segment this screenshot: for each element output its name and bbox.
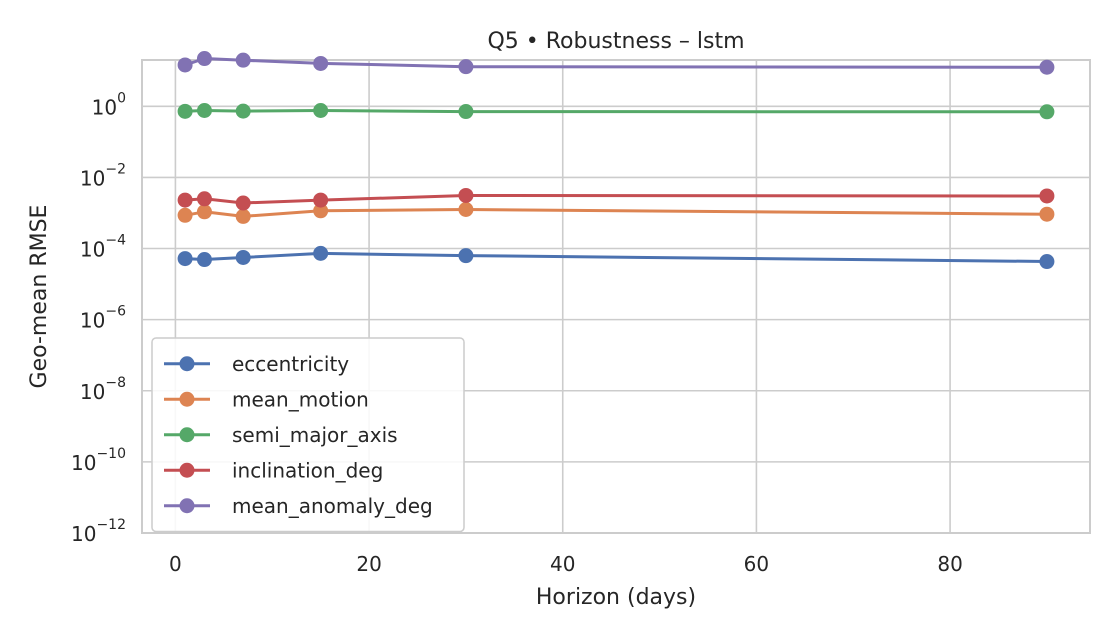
data-point [1039, 59, 1055, 75]
y-tick-label: 10−6 [80, 304, 126, 333]
y-tick-labels: 10−12 10−10 10−8 10−6 10−4 10−2 100 [71, 90, 126, 546]
data-point [313, 55, 329, 71]
data-point [313, 103, 329, 119]
legend-item: mean_motion [164, 387, 369, 411]
y-tick-label: 10−8 [80, 375, 126, 404]
data-point [196, 191, 212, 207]
y-tick-label: 10−10 [71, 446, 126, 475]
x-axis-title: Horizon (days) [536, 585, 696, 610]
x-tick-label: 60 [744, 552, 769, 576]
y-tick-label: 10−12 [71, 517, 126, 546]
series-inclination_deg [177, 187, 1055, 211]
legend: eccentricity mean_motion semi_major_axisin… [151, 337, 465, 533]
x-tick-label: 0 [169, 552, 182, 576]
series-eccentricity [177, 245, 1055, 270]
data-point [177, 57, 193, 73]
y-tick-label: 10−2 [80, 161, 126, 190]
legend-marker [179, 498, 195, 514]
series-mean_motion [177, 202, 1055, 224]
data-point [196, 51, 212, 67]
data-point [1039, 104, 1055, 120]
legend-item: eccentricity [164, 352, 349, 376]
data-point [235, 249, 251, 265]
data-point [177, 192, 193, 208]
series-mean_anomaly_deg [177, 51, 1055, 75]
y-tick-label: 10−4 [80, 233, 126, 262]
legend-label: mean_anomaly_deg [232, 494, 433, 518]
data-point [1039, 188, 1055, 204]
legend-label: mean_motion [232, 387, 369, 411]
legend-label: eccentricity [232, 352, 349, 376]
data-point [235, 195, 251, 211]
legend-marker [179, 427, 195, 443]
chart-title: Q5 • Robustness – lstm [487, 29, 744, 54]
legend-label: semi_major_axis [232, 423, 398, 447]
data-point [177, 103, 193, 119]
data-point [196, 103, 212, 119]
data-point [177, 251, 193, 267]
data-point [458, 104, 474, 120]
plot-frame [141, 59, 1091, 534]
legend-item: semi_major_axis [164, 423, 398, 447]
data-point [177, 207, 193, 223]
data-point [458, 187, 474, 203]
series-semi_major_axis [177, 103, 1055, 120]
data-point [196, 204, 212, 220]
y-axis-title: Geo-mean RMSE [27, 205, 52, 389]
data-point [235, 103, 251, 119]
legend-label: inclination_deg [232, 458, 383, 482]
legend-box [151, 337, 465, 533]
data-point [235, 52, 251, 68]
data-point [313, 192, 329, 208]
data-point [313, 245, 329, 261]
y-tick-label: 100 [92, 90, 126, 119]
data-point [196, 252, 212, 268]
data-point [313, 203, 329, 219]
legend-marker [179, 356, 195, 372]
legend-marker [179, 462, 195, 478]
legend-item: mean_anomaly_deg [164, 494, 433, 518]
legend-marker [179, 391, 195, 407]
data-point [458, 59, 474, 75]
data-point [1039, 206, 1055, 222]
series-layer [177, 51, 1055, 270]
data-point [1039, 254, 1055, 270]
data-point [458, 202, 474, 218]
data-point [458, 248, 474, 264]
x-tick-label: 40 [550, 552, 575, 576]
x-tick-label: 20 [356, 552, 381, 576]
x-tick-labels: 0 20 40 60 80 [169, 552, 963, 576]
legend-item: inclination_deg [164, 458, 383, 482]
x-tick-label: 80 [937, 552, 962, 576]
data-point [235, 208, 251, 224]
